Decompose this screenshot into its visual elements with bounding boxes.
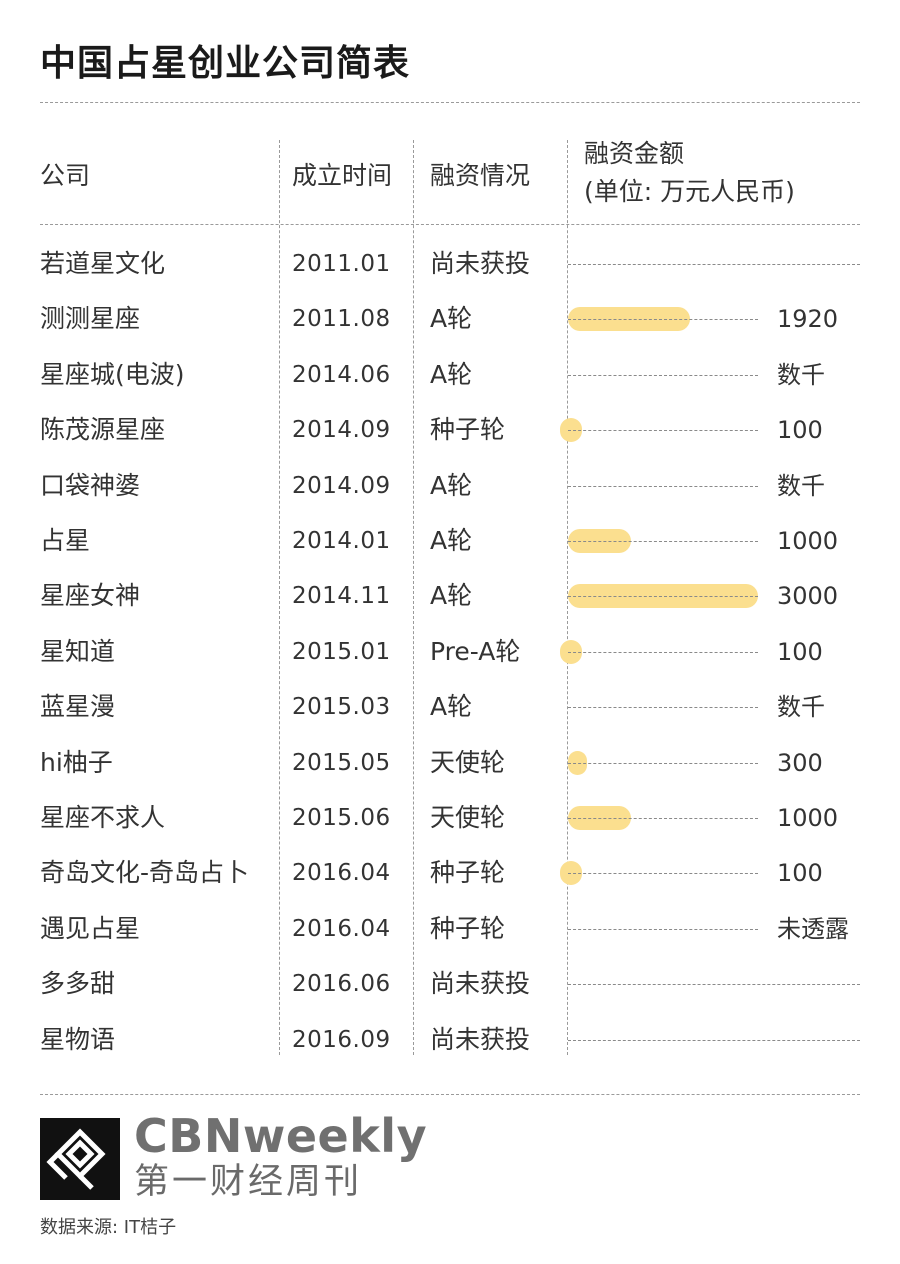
funding-round: A轮 [430,304,473,334]
amount-label: 3000 [777,582,839,611]
leader-line [568,873,758,875]
brand-name-cn: 第一财经周刊 [134,1162,363,1202]
company-name: 口袋神婆 [40,470,141,500]
leader-line [568,319,758,321]
funding-round: 天使轮 [430,803,506,832]
founded-date: 2016.04 [292,860,391,887]
company-name: 占星 [40,526,91,555]
header-divider [40,224,860,225]
leader-line [568,374,758,376]
amount-label: 300 [777,748,823,777]
amount-label: 1000 [777,527,839,555]
funding-round: Pre-A轮 [430,636,521,666]
founded-date: 2015.06 [292,805,391,831]
founded-date: 2016.06 [292,971,391,998]
leader-line [568,541,758,542]
leader-line [568,928,758,930]
funding-round: A轮 [430,359,473,389]
founded-date: 2011.08 [292,306,391,333]
founded-date: 2014.11 [292,583,391,610]
funding-round: A轮 [430,581,473,611]
leader-line [568,485,758,487]
leader-line [568,762,758,764]
funding-round: 尚未获投 [430,249,531,278]
column-divider-founded [279,140,280,1055]
amount-label: 100 [777,637,823,666]
leader-line [568,430,758,432]
amount-label: 100 [777,859,823,888]
funding-round: 种子轮 [430,415,506,445]
amount-label: 未透露 [777,914,849,943]
amount-label: 数千 [777,360,825,389]
funding-round: A轮 [430,470,473,500]
funding-round: 尚未获投 [430,1024,531,1054]
header-amount-unit: (单位: 万元人民币) [584,177,795,206]
founded-date: 2014.06 [292,361,391,388]
company-name: 若道星文化 [40,249,166,278]
header-amount: 融资金额 [584,139,685,168]
funding-round: 尚未获投 [430,969,531,999]
founded-date: 2011.01 [292,251,391,277]
header-founded: 成立时间 [292,161,393,190]
founded-date: 2014.01 [292,528,391,554]
funding-round: 天使轮 [430,747,506,777]
leader-line [568,651,758,653]
amount-label: 100 [777,416,823,445]
header-funding: 融资情况 [430,161,531,190]
amount-label: 1920 [777,305,839,334]
leader-line [568,984,860,986]
funding-round: 种子轮 [430,858,506,888]
column-divider-amount [567,140,568,1055]
founded-date: 2014.09 [292,472,391,499]
leader-line [568,264,860,265]
founded-date: 2016.09 [292,1026,391,1053]
cbn-logo-icon [40,1118,120,1200]
data-source: 数据来源: IT桔子 [40,1217,177,1238]
company-name: 多多甜 [40,969,116,999]
leader-line [568,707,758,709]
company-name: 遇见占星 [40,913,141,943]
amount-label: 数千 [777,693,825,722]
amount-label: 1000 [777,804,839,832]
funding-round: 种子轮 [430,913,506,943]
company-name: 蓝星漫 [40,692,116,722]
company-name: 星座城(电波) [40,359,185,389]
footer-divider [40,1094,860,1095]
header-company: 公司 [40,161,91,190]
company-name: hi柚子 [40,747,113,777]
funding-round: A轮 [430,526,473,555]
title-divider [40,102,860,103]
company-name: 测测星座 [40,304,141,334]
founded-date: 2015.05 [292,749,391,776]
leader-line [568,1039,860,1041]
amount-label: 数千 [777,471,825,500]
company-name: 星座女神 [40,581,141,611]
company-name: 星知道 [40,636,116,666]
chart-title: 中国占星创业公司简表 [40,43,411,84]
leader-line [568,818,758,819]
company-name: 星物语 [40,1024,116,1054]
founded-date: 2016.04 [292,915,391,942]
brand-name-en: CBNweekly [134,1109,428,1163]
founded-date: 2014.09 [292,417,391,444]
funding-round: A轮 [430,692,473,722]
company-name: 奇岛文化-奇岛占卜 [40,858,250,888]
company-name: 星座不求人 [40,803,166,832]
leader-line [568,596,758,598]
company-name: 陈茂源星座 [40,415,166,445]
founded-date: 2015.03 [292,694,391,721]
founded-date: 2015.01 [292,638,391,665]
column-divider-funding [413,140,414,1055]
